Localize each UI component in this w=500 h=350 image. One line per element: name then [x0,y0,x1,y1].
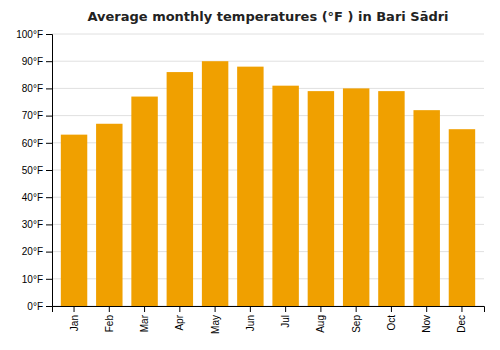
y-tick-label: 0°F [27,301,43,312]
bar [96,124,122,306]
y-tick: 50°F [22,165,52,176]
x-tick: Feb [104,306,115,332]
x-tick-mark [426,306,427,312]
y-tick: 10°F [22,274,52,285]
x-tick-mark [320,306,321,312]
y-tick-label: 10°F [22,274,43,285]
grid-line [52,34,484,35]
x-tick-label: Feb [104,315,115,333]
x-tick: Apr [174,306,185,331]
y-axis: 0°F 10°F 20°F 30°F 40°F 50°F 60°F 70°F 80°F 90°F 1… [16,29,52,312]
x-tick-label: Mar [139,314,150,332]
bar [131,97,157,306]
bar [308,91,334,306]
y-tick-mark [46,197,52,198]
y-tick-label: 90°F [22,56,43,67]
bar [272,86,298,306]
x-tick-label: Oct [386,315,397,331]
bar [378,91,404,306]
y-tick-label: 20°F [22,246,43,257]
title: Average monthly temperatures (°F ) in Ba… [87,9,448,24]
x-tick: Jul [280,306,291,328]
x-tick: Oct [386,306,397,331]
y-tick: 90°F [22,56,52,67]
plot-area: 0°F 10°F 20°F 30°F 40°F 50°F 60°F 70°F 80°F 90°F 1… [16,29,484,334]
y-axis-line [46,35,53,307]
y-tick-label: 50°F [22,165,43,176]
y-tick-mark [46,61,52,62]
grid [52,34,484,306]
bar [237,67,263,306]
x-tick-label: Sep [351,315,362,333]
bar [413,110,439,306]
bar [202,61,228,306]
chart: 0°F 10°F 20°F 30°F 40°F 50°F 60°F 70°F 80°F 90°F 1… [0,0,500,350]
y-tick: 30°F [22,219,52,230]
x-tick-label: Jan [69,315,80,331]
y-tick-mark [46,279,52,280]
x-tick: May [210,306,221,334]
x-tick-mark [285,306,286,312]
x-tick-mark [179,306,180,312]
y-tick-label: 70°F [22,110,43,121]
y-tick-label: 30°F [22,219,43,230]
x-tick-label: Jun [245,315,256,331]
grid-line [52,88,484,89]
x-tick: Jun [245,306,256,331]
y-tick-mark [46,306,52,307]
x-tick-label: Apr [174,314,185,330]
x-tick: Jan [69,306,80,331]
y-tick: 70°F [22,110,52,121]
y-tick: 0°F [27,301,52,312]
x-tick-mark [250,306,251,312]
x-tick: Aug [315,306,326,333]
y-tick-mark [46,143,52,144]
y-tick: 40°F [22,192,52,203]
y-tick: 60°F [22,138,52,149]
y-tick-label: 60°F [22,138,43,149]
y-tick-mark [46,252,52,253]
x-tick-label: Nov [421,315,432,333]
x-tick-mark [109,306,110,312]
x-tick-mark [215,306,216,312]
y-tick: 20°F [22,246,52,257]
bars [61,61,475,306]
x-tick: Sep [351,306,362,333]
x-tick-mark [356,306,357,312]
grid-line [52,61,484,62]
y-tick-mark [46,34,52,35]
x-tick-label: Jul [280,315,291,328]
y-tick-mark [46,170,52,171]
bar [343,88,369,306]
y-tick: 100°F [16,29,52,40]
x-axis-line [53,307,485,313]
x-tick: Dec [456,306,467,333]
y-tick-label: 40°F [22,192,43,203]
y-tick-label: 100°F [16,29,43,40]
x-tick-label: Dec [456,315,467,333]
x-tick-label: May [210,315,221,334]
bar [167,72,193,306]
x-tick-mark [461,306,462,312]
y-tick-mark [46,224,52,225]
y-tick: 80°F [22,83,52,94]
x-tick-mark [391,306,392,312]
x-tick-mark [144,306,145,312]
bar [61,135,87,306]
y-tick-mark [46,116,52,117]
x-tick-mark [74,306,75,312]
y-tick-label: 80°F [22,83,43,94]
x-tick-label: Aug [315,315,326,333]
bar [449,129,475,306]
x-tick: Nov [421,306,432,333]
x-axis: Jan Feb Mar Apr May Jun Jul Aug Sep Oct Nov Dec [53,306,485,334]
x-tick: Mar [139,306,150,332]
y-tick-mark [46,88,52,89]
